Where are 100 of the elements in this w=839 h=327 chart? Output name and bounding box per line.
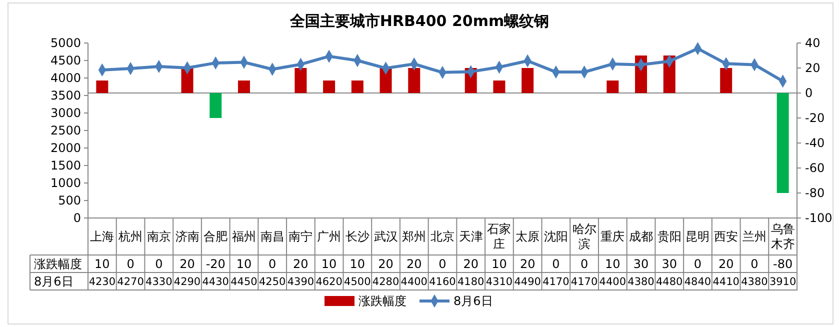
data-label: 30 — [662, 256, 678, 271]
data-label: 4390 — [287, 276, 314, 288]
data-label: 4170 — [570, 276, 598, 288]
data-label: 0 — [580, 256, 588, 271]
x-tick-label: 成都 — [629, 230, 654, 244]
y-tick-label: 500 — [58, 194, 81, 208]
y-tick-label: 2000 — [50, 141, 81, 156]
y-tick-label: 3500 — [50, 88, 81, 103]
data-label: 0 — [155, 256, 163, 271]
data-label: 10 — [94, 256, 110, 271]
data-label: 20 — [520, 256, 536, 271]
x-tick-label: 沈阳 — [544, 230, 568, 244]
bar — [238, 80, 250, 93]
x-tick-label: 石家庄 — [487, 222, 512, 252]
data-label: 0 — [438, 256, 446, 271]
data-label: 4400 — [599, 276, 626, 288]
data-label: 4250 — [258, 276, 286, 288]
bar — [294, 68, 307, 93]
bar — [606, 80, 619, 93]
x-tick-label: 哈尔滨 — [572, 222, 596, 252]
data-label: 20 — [378, 256, 394, 271]
x-tick-label: 长沙 — [345, 230, 370, 244]
data-label: 0 — [552, 256, 560, 271]
bar — [323, 80, 336, 93]
y-tick-label: 5000 — [50, 36, 81, 50]
data-label: 0 — [268, 256, 276, 271]
data-label: 10 — [492, 256, 507, 271]
legend-label: 8月6日 — [454, 294, 493, 308]
data-label: 20 — [293, 256, 308, 271]
data-label: 4290 — [174, 276, 201, 288]
data-label: 4310 — [486, 276, 513, 288]
data-label: 0 — [126, 256, 134, 271]
y2-tick-label: 20 — [805, 61, 820, 76]
x-tick-label: 乌鲁木齐 — [770, 222, 795, 252]
data-label: 4500 — [344, 276, 371, 288]
y2-tick-label: -40 — [805, 136, 825, 150]
y-tick-label: 2500 — [50, 124, 81, 138]
data-label: 0 — [694, 256, 702, 271]
y2-tick-label: -80 — [805, 186, 825, 200]
chart-title: 全国主要城市HRB400 20mm螺纹钢 — [288, 12, 550, 30]
x-tick-label: 杭州 — [118, 230, 143, 244]
data-label: 4480 — [656, 276, 683, 288]
y-tick-label: 3000 — [50, 106, 81, 120]
x-tick-label: 西安 — [714, 230, 738, 244]
legend-label: 涨跌幅度 — [358, 294, 406, 308]
x-tick-label: 武汉 — [374, 230, 398, 244]
data-label: 4380 — [628, 276, 654, 288]
y2-tick-label: -60 — [805, 161, 825, 176]
data-label: 4330 — [146, 276, 172, 288]
data-label: 20 — [463, 256, 478, 271]
data-label: 4840 — [684, 276, 712, 288]
data-label: 10 — [321, 256, 337, 271]
bar — [522, 68, 534, 93]
data-label: 4280 — [372, 276, 400, 288]
y-tick-label: 4000 — [50, 71, 81, 86]
bar — [210, 93, 222, 118]
x-tick-label: 南宁 — [288, 230, 313, 244]
y2-tick-label: -100 — [805, 211, 832, 226]
x-tick-label: 郑州 — [402, 230, 426, 244]
data-label: 4170 — [542, 276, 570, 288]
bar — [408, 68, 420, 93]
data-label: 0 — [750, 256, 758, 271]
bar — [96, 80, 108, 93]
data-label: 4400 — [400, 276, 428, 288]
data-label: 10 — [350, 256, 366, 271]
y2-tick-label: 40 — [805, 36, 820, 50]
x-tick-label: 重庆 — [600, 230, 625, 244]
y-tick-label: 4500 — [50, 54, 81, 68]
x-tick-label: 太原 — [516, 230, 540, 244]
y-tick-label: 0 — [73, 211, 81, 226]
data-label: 4430 — [202, 276, 229, 288]
data-label: 20 — [718, 256, 734, 271]
data-label: 20 — [406, 256, 422, 271]
x-tick-label: 北京 — [430, 230, 454, 244]
x-tick-label: 福州 — [232, 230, 256, 244]
data-label: 4180 — [457, 276, 484, 288]
data-label: 4490 — [514, 276, 541, 288]
x-tick-label: 贵阳 — [657, 230, 682, 244]
data-label: 10 — [605, 256, 620, 271]
x-tick-label: 合肥 — [204, 230, 228, 244]
y2-tick-label: -20 — [805, 111, 825, 126]
x-tick-label: 兰州 — [742, 230, 766, 244]
x-tick-label: 广州 — [317, 230, 342, 244]
x-tick-label: 南昌 — [260, 230, 284, 244]
text: 涨跌幅度 — [34, 256, 82, 271]
data-label: 4450 — [230, 276, 258, 288]
data-label: 10 — [236, 256, 252, 271]
data-label: 30 — [633, 256, 649, 271]
bar — [493, 80, 506, 93]
bar — [720, 68, 732, 93]
data-label: 4230 — [88, 276, 116, 288]
data-label: 3910 — [769, 276, 796, 288]
x-tick-label: 昆明 — [686, 230, 710, 244]
bar — [181, 68, 194, 93]
bar — [351, 80, 364, 93]
y-tick-label: 1500 — [50, 158, 81, 173]
data-label: 4620 — [316, 276, 342, 288]
data-label: 4410 — [712, 276, 740, 288]
data-label: 4270 — [117, 276, 144, 288]
data-label: -80 — [773, 256, 793, 271]
